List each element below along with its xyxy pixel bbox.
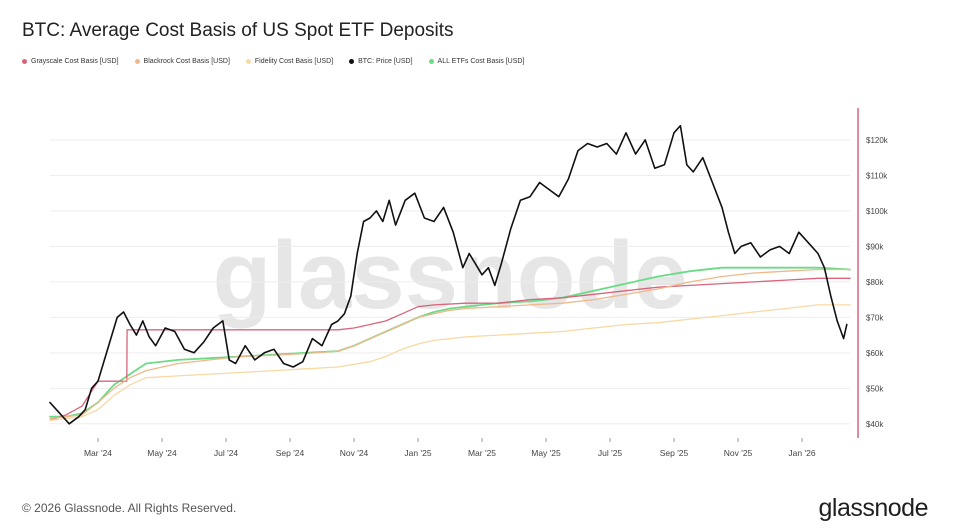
y-tick-label: $110k	[866, 171, 888, 180]
x-tick-label: Nov '25	[724, 448, 753, 458]
legend: Grayscale Cost Basis [USD] Blackrock Cos…	[22, 58, 540, 65]
x-tick-label: Mar '24	[84, 448, 112, 458]
legend-swatch-grayscale	[22, 59, 27, 64]
legend-item-fidelity[interactable]: Fidelity Cost Basis [USD]	[245, 58, 334, 65]
legend-swatch-fidelity	[245, 59, 251, 64]
x-tick-label: Jul '24	[214, 448, 239, 458]
x-tick-label: Mar '25	[468, 448, 496, 458]
x-tick-label: Jan '25	[404, 448, 431, 458]
legend-item-all-etfs[interactable]: ALL ETFs Cost Basis [USD]	[428, 58, 525, 65]
x-tick-label: May '25	[531, 448, 561, 458]
y-tick-label: $60k	[866, 349, 884, 358]
series-line-btc-price-usd	[49, 124, 848, 425]
series-line-fidelity-cost-basis-usd	[49, 304, 851, 421]
x-tick-label: May '24	[147, 448, 177, 458]
legend-item-grayscale[interactable]: Grayscale Cost Basis [USD]	[22, 58, 119, 65]
y-tick-label: $120k	[866, 136, 889, 145]
y-tick-label: $80k	[866, 278, 884, 287]
x-tick-label: Jul '25	[598, 448, 623, 458]
y-tick-label: $100k	[866, 207, 889, 216]
y-tick-label: $40k	[866, 420, 884, 429]
series-line-grayscale-cost-basis-usd	[49, 277, 851, 421]
legend-label: Blackrock Cost Basis [USD]	[143, 58, 230, 65]
legend-label: Grayscale Cost Basis [USD]	[31, 58, 119, 65]
copyright: © 2026 Glassnode. All Rights Reserved.	[22, 501, 237, 515]
x-tick-label: Sep '25	[660, 448, 689, 458]
y-tick-label: $90k	[866, 242, 884, 251]
y-tick-label: $70k	[866, 313, 884, 322]
legend-item-btc-price[interactable]: BTC: Price [USD]	[349, 58, 413, 65]
legend-label: Fidelity Cost Basis [USD]	[254, 58, 334, 65]
x-tick-label: Nov '24	[340, 448, 369, 458]
legend-label: ALL ETFs Cost Basis [USD]	[437, 58, 525, 65]
x-tick-label: Jan '26	[788, 448, 815, 458]
legend-label: BTC: Price [USD]	[358, 58, 413, 65]
watermark: glassnode	[213, 222, 688, 329]
x-tick-label: Sep '24	[276, 448, 305, 458]
chart-title: BTC: Average Cost Basis of US Spot ETF D…	[22, 20, 454, 41]
legend-item-blackrock[interactable]: Blackrock Cost Basis [USD]	[134, 58, 230, 65]
legend-swatch-all-etfs	[428, 59, 434, 64]
y-tick-label: $50k	[866, 384, 884, 393]
brand-logo: glassnode	[818, 494, 929, 522]
legend-swatch-blackrock	[134, 59, 140, 64]
series-line-blackrock-cost-basis-usd	[49, 268, 851, 420]
legend-swatch-btc-price	[349, 59, 355, 64]
